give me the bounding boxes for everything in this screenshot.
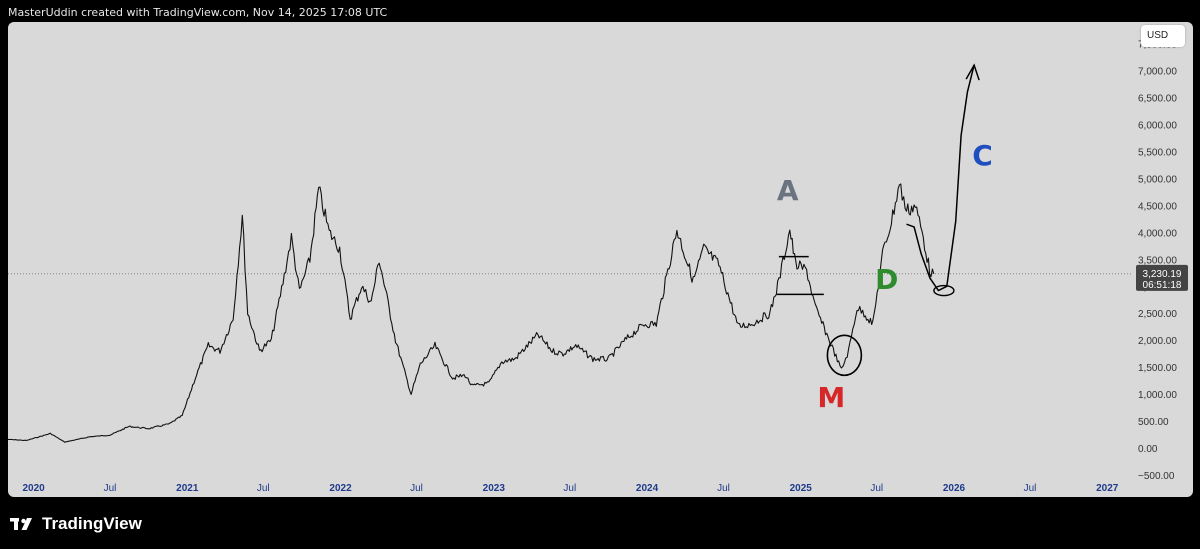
projection-arrowhead xyxy=(965,63,980,81)
y-tick-label: 4,500.00 xyxy=(1138,201,1177,212)
x-tick-label: Jul xyxy=(717,483,730,494)
y-tick-label: 6,000.00 xyxy=(1138,120,1177,131)
chart-attribution: MasterUddin created with TradingView.com… xyxy=(8,6,388,19)
annotation-label: M xyxy=(817,381,845,414)
x-tick-label: 2024 xyxy=(636,483,659,494)
x-tick-label: 2026 xyxy=(943,483,966,494)
x-tick-label: 2021 xyxy=(176,483,199,494)
x-tick-label: Jul xyxy=(410,483,423,494)
x-tick-label: Jul xyxy=(104,483,117,494)
projection-path xyxy=(906,64,975,292)
chart-panel[interactable]: −500.00 0.00 500.00 1,000.00 1,500.00 2,000.0… xyxy=(8,22,1193,497)
x-tick-label: 2023 xyxy=(483,483,506,494)
y-tick-label: 6,500.00 xyxy=(1138,94,1177,105)
y-tick-label: 1,500.00 xyxy=(1138,363,1177,374)
annotation-label: A xyxy=(777,174,799,207)
x-tick-label: 2027 xyxy=(1096,483,1119,494)
y-tick-label: 5,000.00 xyxy=(1138,174,1177,185)
last-price-tag xyxy=(1136,264,1188,291)
last-price-countdown: 06:51:18 xyxy=(1143,280,1182,291)
y-tick-label: 5,500.00 xyxy=(1138,147,1177,158)
y-tick-label: 2,500.00 xyxy=(1138,309,1177,320)
tradingview-logo-icon xyxy=(10,518,32,530)
x-tick-label: 2022 xyxy=(329,483,352,494)
annotation-label: C xyxy=(972,139,993,172)
y-tick-label: 0.00 xyxy=(1138,444,1158,455)
y-tick-label: 4,000.00 xyxy=(1138,228,1177,239)
x-tick-label: Jul xyxy=(870,483,883,494)
x-tick-label: 2025 xyxy=(790,483,813,494)
bottom-circle-mark xyxy=(826,334,863,377)
annotation-label: D xyxy=(875,263,898,296)
price-chart[interactable]: −500.00 0.00 500.00 1,000.00 1,500.00 2,000.0… xyxy=(8,22,1193,497)
y-tick-label: 7,000.00 xyxy=(1138,67,1177,78)
y-tick-label: 500.00 xyxy=(1138,417,1169,428)
brand-name: TradingView xyxy=(42,514,142,533)
y-tick-label: 1,000.00 xyxy=(1138,390,1177,401)
price-series-line xyxy=(8,183,935,443)
y-tick-label: 2,000.00 xyxy=(1138,336,1177,347)
target-circle-mark xyxy=(933,284,955,297)
y-tick-label: 3,500.00 xyxy=(1138,255,1177,266)
footer-brand[interactable]: TradingView xyxy=(10,511,142,537)
x-tick-label: Jul xyxy=(257,483,270,494)
x-tick-label: Jul xyxy=(563,483,576,494)
y-tick-label: −500.00 xyxy=(1138,471,1175,482)
currency-button[interactable]: USD xyxy=(1141,25,1185,47)
x-tick-label: 2020 xyxy=(22,483,45,494)
x-tick-label: Jul xyxy=(1024,483,1037,494)
last-price-value: 3,230.19 xyxy=(1143,269,1182,280)
